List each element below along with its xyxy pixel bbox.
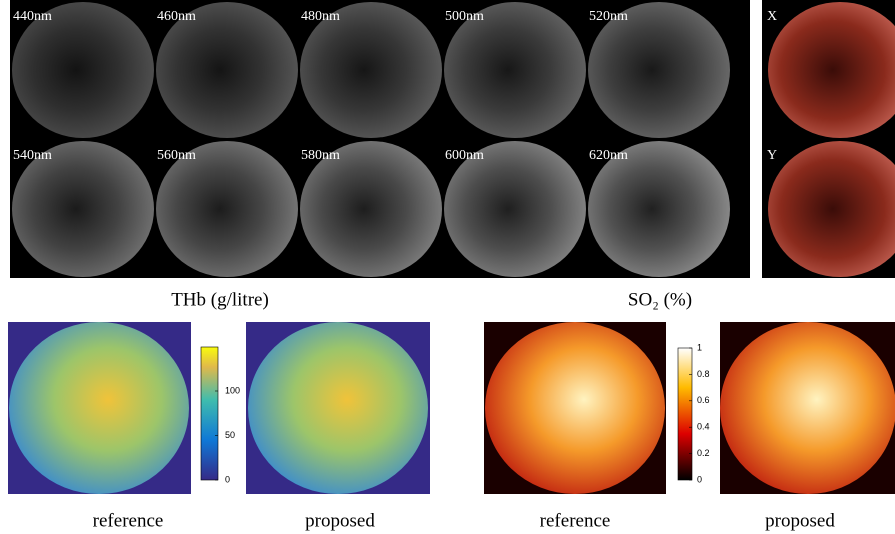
caption: reference: [93, 510, 164, 531]
colorbar-tick-label: 50: [225, 430, 235, 440]
so2-reference-image: [485, 322, 665, 494]
caption: reference: [540, 510, 611, 531]
band-label: 620nm: [589, 148, 628, 163]
thb-title: THb (g/litre): [171, 289, 269, 310]
colorbar-tick-label: 0.8: [697, 369, 710, 379]
colorbar-tick-label: 0.4: [697, 422, 710, 432]
band-label: 560nm: [157, 148, 196, 163]
caption: proposed: [765, 510, 835, 531]
figure: THb (g/litre) SO₂ (%) 440nm460nm480nm500…: [0, 0, 895, 534]
so2-colorbar: [678, 348, 692, 480]
band-label: 500nm: [445, 9, 484, 24]
so2-proposed-image: [720, 322, 895, 494]
band-label: 540nm: [13, 148, 52, 163]
rgb-label: X: [767, 9, 777, 24]
band-label: 520nm: [589, 9, 628, 24]
colorbar-tick-label: 0.6: [697, 395, 710, 405]
band-label: 440nm: [13, 9, 52, 24]
colorbar-tick-label: 1: [697, 342, 702, 352]
so2-title: SO₂ (%): [628, 289, 692, 310]
colorbar-tick-label: 100: [225, 385, 240, 395]
band-label: 600nm: [445, 148, 484, 163]
caption: proposed: [305, 510, 375, 531]
band-label: 460nm: [157, 9, 196, 24]
thb-proposed-image: [248, 322, 428, 494]
band-label: 480nm: [301, 9, 340, 24]
rgb-label: Y: [767, 148, 777, 163]
thb-colorbar: [201, 347, 218, 480]
thb-reference-image: [9, 322, 189, 494]
colorbar-tick-label: 0: [697, 474, 702, 484]
colorbar-tick-label: 0: [225, 474, 230, 484]
colorbar-tick-label: 0.2: [697, 448, 710, 458]
band-label: 580nm: [301, 148, 340, 163]
